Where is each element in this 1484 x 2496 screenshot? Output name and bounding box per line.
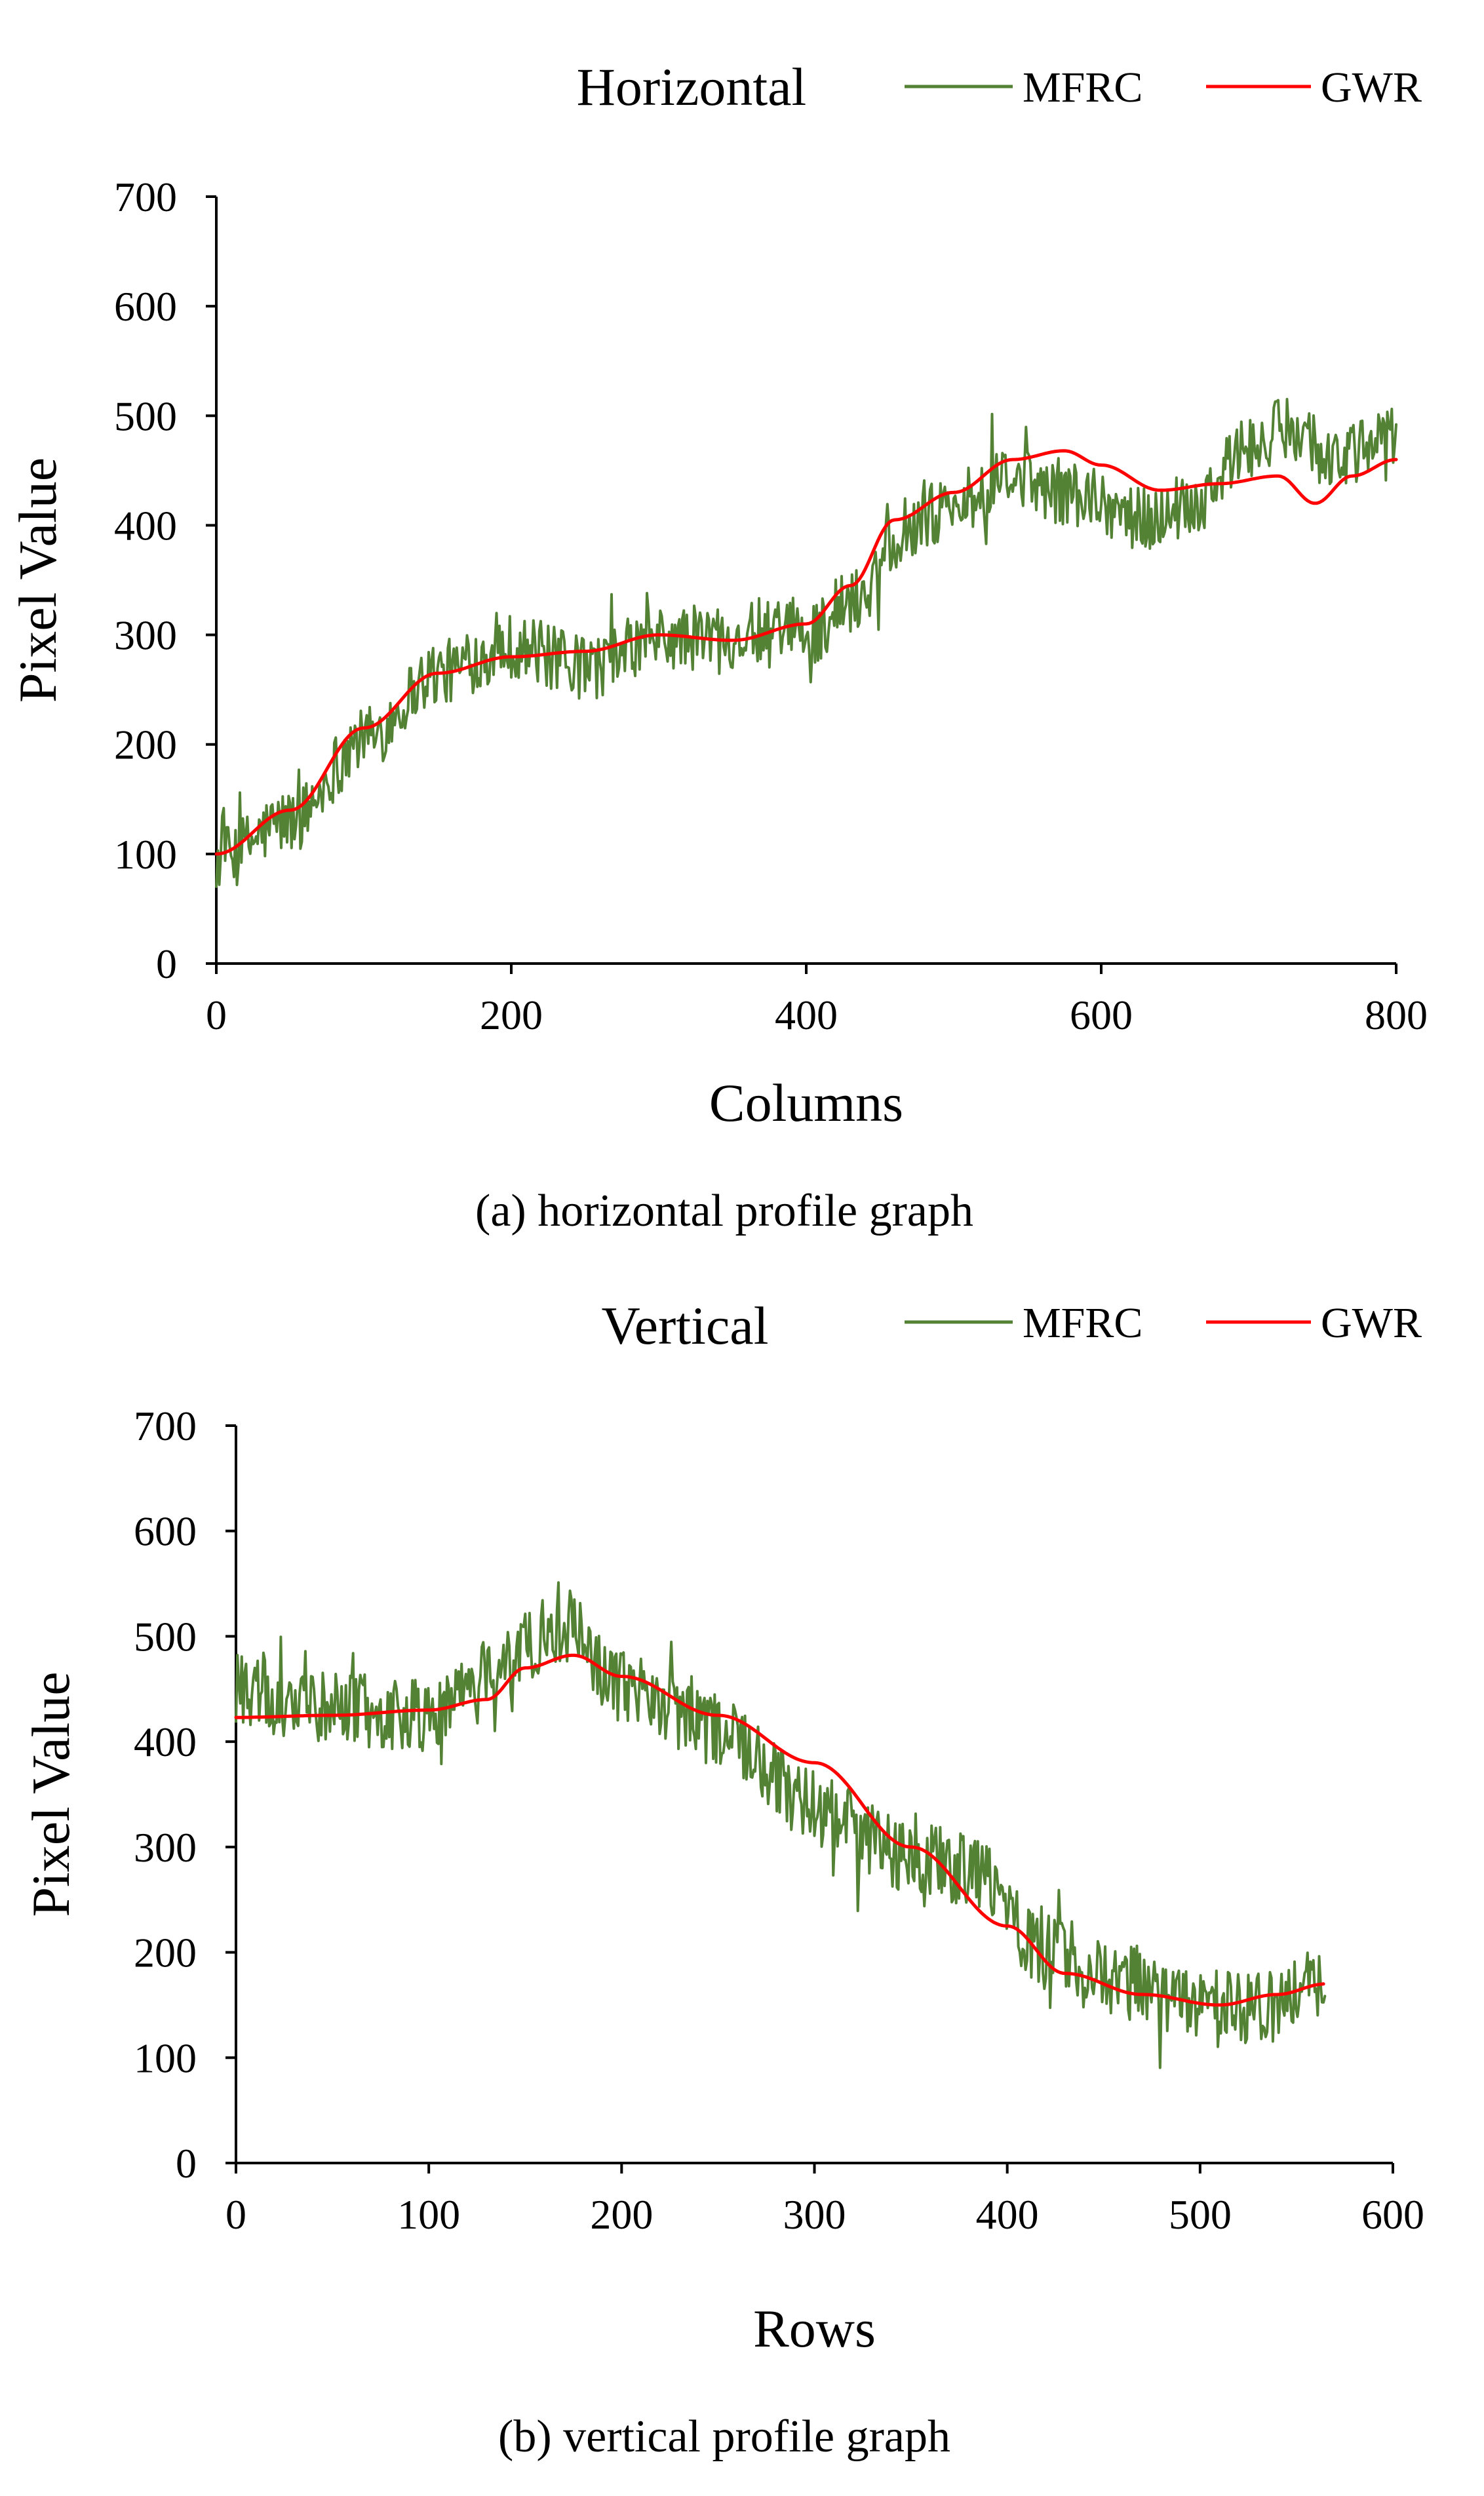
series-line-mfrc	[215, 398, 1397, 888]
x-tick-label: 400	[976, 2191, 1039, 2238]
x-tick-label: 0	[225, 2191, 246, 2238]
y-tick-label: 400	[134, 1719, 197, 1765]
y-tick-label: 100	[134, 2035, 197, 2081]
y-tick-label: 400	[114, 502, 177, 549]
y-tick-label: 300	[114, 612, 177, 659]
y-axis-title: Pixel Value	[8, 458, 68, 703]
y-tick-label: 700	[114, 174, 177, 220]
y-tick-label: 0	[156, 941, 177, 987]
legend-label-mfrc: MFRC	[1023, 64, 1142, 111]
legend-item-gwr: GWR	[1206, 1299, 1422, 1347]
legend-item-gwr: GWR	[1206, 64, 1422, 111]
x-axis-title: Rows	[753, 2299, 876, 2358]
y-tick-label: 300	[134, 1824, 197, 1871]
y-tick-label: 600	[114, 283, 177, 330]
y-tick-label: 500	[114, 393, 177, 439]
x-tick-label: 400	[775, 992, 838, 1038]
y-tick-label: 200	[134, 1930, 197, 1976]
y-tick-label: 700	[134, 1403, 197, 1449]
x-tick-label: 0	[206, 992, 227, 1038]
series-line-gwr	[234, 1653, 1325, 2007]
y-tick-label: 0	[176, 2140, 197, 2187]
series-line-gwr	[214, 449, 1398, 856]
chart-vertical: Vertical MFRC GWR 0 100 200 300 400 500 600 700 0 10…	[21, 1296, 1424, 2462]
x-tick-label: 300	[783, 2191, 846, 2238]
y-tick-label: 500	[134, 1613, 197, 1660]
series-line-mfrc	[235, 1581, 1327, 2069]
y-axis-title: Pixel Value	[21, 1671, 81, 1917]
y-tick-label: 600	[134, 1508, 197, 1555]
x-tick-label: 800	[1365, 992, 1428, 1038]
legend-item-mfrc: MFRC	[905, 1299, 1142, 1347]
chart-title: Horizontal	[577, 57, 807, 117]
chart-horizontal: Horizontal MFRC GWR 0 100 200 300 400 500 600 700 0…	[8, 57, 1428, 1236]
x-tick-label: 600	[1070, 992, 1133, 1038]
y-tick-label: 100	[114, 831, 177, 878]
x-tick-label: 600	[1361, 2191, 1424, 2238]
legend-item-mfrc: MFRC	[905, 64, 1142, 111]
x-tick-label: 100	[397, 2191, 460, 2238]
figure-caption: (a) horizontal profile graph	[475, 1186, 973, 1236]
legend-label-mfrc: MFRC	[1023, 1299, 1142, 1347]
y-tick-label: 200	[114, 722, 177, 768]
x-axis-title: Columns	[709, 1073, 903, 1133]
legend-label-gwr: GWR	[1321, 1299, 1422, 1347]
x-tick-label: 500	[1169, 2191, 1232, 2238]
figure-caption: (b) vertical profile graph	[498, 2411, 950, 2462]
x-tick-label: 200	[480, 992, 543, 1038]
x-tick-label: 200	[590, 2191, 653, 2238]
chart-title: Vertical	[602, 1296, 769, 1355]
legend-label-gwr: GWR	[1321, 64, 1422, 111]
